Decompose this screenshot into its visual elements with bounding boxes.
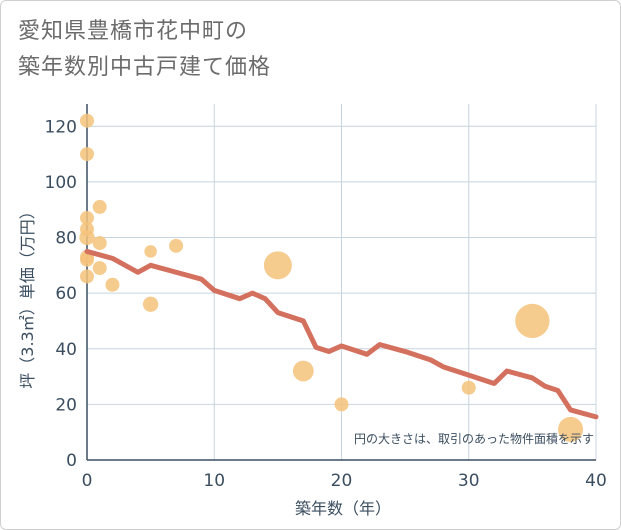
bubble-layer — [79, 113, 584, 442]
bubble-point — [144, 245, 157, 258]
trend-layer — [84, 248, 599, 420]
y-tick-label: 20 — [55, 395, 77, 415]
x-tick-label: 30 — [458, 471, 480, 491]
bubble-point — [461, 380, 476, 395]
axis-layer: 0 20 40 60 80 100 120 0 10 20 30 40 — [45, 104, 607, 491]
bubble-point — [92, 261, 107, 276]
y-tick-label: 120 — [45, 117, 77, 137]
bubble-point — [92, 199, 107, 214]
bubble-point — [558, 416, 584, 442]
bubble-point — [105, 277, 120, 292]
bubble-point — [292, 360, 314, 382]
y-tick-label: 40 — [55, 340, 77, 360]
bubble-point — [80, 147, 94, 162]
y-tick-label: 100 — [45, 173, 77, 193]
label-layer: 築年数（年） 坪（3.3㎡）単価（万円） 円の大きさは、取引のあった物件面積を示… — [18, 203, 594, 518]
bubble-point — [169, 238, 184, 253]
bubble-point — [263, 251, 292, 280]
bubble-point — [79, 229, 95, 246]
x-tick-label: 10 — [203, 471, 225, 491]
x-tick-label: 0 — [82, 471, 93, 491]
x-tick-label: 20 — [331, 471, 353, 491]
x-tick-label: 40 — [585, 471, 607, 491]
bubble-point — [92, 236, 107, 251]
trend-line — [84, 248, 599, 420]
x-axis-label: 築年数（年） — [295, 499, 391, 518]
y-tick-label: 80 — [55, 229, 77, 249]
bubble-point — [515, 303, 550, 339]
y-tick-label: 0 — [66, 451, 77, 471]
chart-title-line-1: 愛知県豊橋市花中町の — [18, 19, 249, 44]
bubble-point — [80, 211, 94, 226]
chart-title: 愛知県豊橋市花中町の 築年数別中古戸建て価格 — [18, 14, 271, 86]
bubble-point — [142, 296, 159, 312]
bubble-point — [80, 113, 94, 128]
y-axis-label: 坪（3.3㎡）単価（万円） — [18, 203, 37, 388]
bubble-point — [334, 397, 349, 412]
bubble-point — [80, 269, 94, 284]
bubble-point — [80, 252, 94, 267]
size-note: 円の大きさは、取引のあった物件面積を示す — [354, 431, 594, 446]
chart-title-line-2: 築年数別中古戸建て価格 — [18, 55, 272, 80]
y-tick-label: 60 — [55, 284, 77, 304]
